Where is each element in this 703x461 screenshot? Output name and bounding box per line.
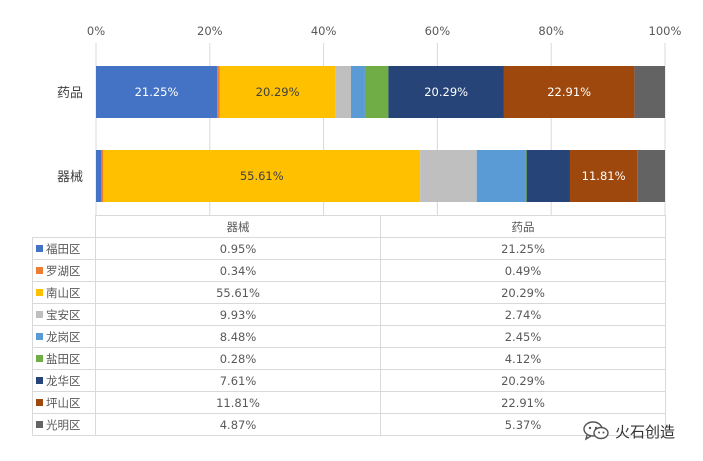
legend-entry: 南山区 (32, 281, 96, 304)
data-table-value: 0.49% (380, 259, 666, 282)
data-table-value: 21.25% (380, 237, 666, 260)
data-table-col-header: 器械 (95, 215, 381, 238)
data-table-value: 0.95% (95, 237, 381, 260)
legend-swatch (36, 244, 43, 252)
data-table-row: 龙岗区 8.48% 2.45% (32, 325, 666, 348)
watermark: 火石创造 (583, 420, 675, 442)
x-tick-label: 100% (649, 24, 682, 38)
x-tick-label: 20% (197, 24, 223, 38)
data-table: 器械 药品 福田区 0.95% 21.25% 罗湖区 0.34% 0.49% 南山区 55.6… (32, 215, 666, 436)
bar-segment (388, 66, 504, 118)
data-table-value: 20.29% (380, 369, 666, 392)
data-table-value: 11.81% (95, 391, 381, 414)
bars (96, 66, 665, 202)
data-table-header: 器械 药品 (32, 215, 666, 238)
data-table-row: 宝安区 9.93% 2.74% (32, 303, 666, 326)
data-table-row: 龙华区 7.61% 20.29% (32, 369, 666, 392)
legend-swatch (36, 354, 43, 362)
bar-segment (96, 150, 102, 202)
data-table-value: 4.12% (380, 347, 666, 370)
data-table-row: 罗湖区 0.34% 0.49% (32, 259, 666, 282)
legend-series-name: 盐田区 (46, 351, 81, 366)
bar-segment (476, 150, 526, 202)
bar-segment (219, 66, 336, 118)
legend-series-name: 宝安区 (46, 307, 81, 322)
legend-swatch (36, 332, 43, 340)
bar-segment (634, 66, 665, 118)
data-table-value: 9.93% (95, 303, 381, 326)
bar-segment (525, 150, 527, 202)
legend-entry: 坪山区 (32, 391, 96, 414)
bar-segment (569, 150, 638, 202)
x-tick-label: 80% (538, 24, 564, 38)
legend-swatch (36, 266, 43, 274)
wechat-icon (583, 421, 609, 441)
data-table-value: 2.45% (380, 325, 666, 348)
data-table-value: 0.28% (95, 347, 381, 370)
bar-segment (637, 150, 665, 202)
legend-series-name: 光明区 (46, 417, 81, 432)
bar-segment (101, 150, 104, 202)
bar-segment (103, 150, 421, 202)
data-table-row: 福田区 0.95% 21.25% (32, 237, 666, 260)
data-table-value: 4.87% (95, 413, 381, 436)
legend-swatch (36, 376, 43, 384)
data-table-row: 盐田区 0.28% 4.12% (32, 347, 666, 370)
legend-swatch (36, 420, 43, 428)
bar-data-label: 20.29% (424, 85, 468, 99)
watermark-text: 火石创造 (615, 422, 676, 441)
bar-segment (420, 150, 477, 202)
category-label: 药品 (57, 86, 83, 101)
data-table-row: 南山区 55.61% 20.29% (32, 281, 666, 304)
bar-data-label: 55.61% (240, 169, 284, 183)
bar-segment (526, 150, 570, 202)
data-table-col-header: 药品 (380, 215, 666, 238)
bar-data-label: 22.91% (547, 85, 591, 99)
x-tick-label: 60% (425, 24, 451, 38)
x-tick-label: 40% (311, 24, 337, 38)
legend-entry: 罗湖区 (32, 259, 96, 282)
data-table-value: 55.61% (95, 281, 381, 304)
data-table-value: 2.74% (380, 303, 666, 326)
bar-segment (364, 66, 389, 118)
bar-data-label: 21.25% (135, 85, 179, 99)
legend-entry: 光明区 (32, 413, 96, 436)
legend-series-name: 南山区 (46, 285, 81, 300)
legend-entry: 龙岗区 (32, 325, 96, 348)
x-axis-ticks: 0% 20% 40% 60% 80% 100% (87, 24, 682, 38)
data-table-value: 20.29% (380, 281, 666, 304)
legend-entry: 龙华区 (32, 369, 96, 392)
legend-series-name: 坪山区 (46, 395, 81, 410)
legend-swatch (36, 310, 43, 318)
data-table-row: 光明区 4.87% 5.37% (32, 413, 666, 436)
bar-data-label: 20.29% (256, 85, 300, 99)
legend-series-name: 福田区 (46, 241, 81, 256)
data-table-value: 7.61% (95, 369, 381, 392)
data-table-row: 坪山区 11.81% 22.91% (32, 391, 666, 414)
legend-series-name: 龙华区 (46, 373, 81, 388)
data-table-corner (32, 215, 96, 238)
legend-series-name: 罗湖区 (46, 263, 81, 278)
legend-entry: 福田区 (32, 237, 96, 260)
category-label: 器械 (57, 170, 83, 185)
bar-segment (503, 66, 635, 118)
x-tick-label: 0% (87, 24, 105, 38)
legend-swatch (36, 398, 43, 406)
data-table-value: 8.48% (95, 325, 381, 348)
data-table-value: 22.91% (380, 391, 666, 414)
legend-entry: 宝安区 (32, 303, 96, 326)
bar-segment (217, 66, 220, 118)
legend-series-name: 龙岗区 (46, 329, 81, 344)
legend-swatch (36, 288, 43, 296)
bar-segment (350, 66, 365, 118)
bar-segment (335, 66, 351, 118)
legend-entry: 盐田区 (32, 347, 96, 370)
data-labels: 21.25% 20.29% 20.29% 22.91% 55.61% 11.81% (135, 85, 626, 183)
bar-segment (96, 66, 218, 118)
data-table-value: 0.34% (95, 259, 381, 282)
bar-data-label: 11.81% (582, 169, 626, 183)
